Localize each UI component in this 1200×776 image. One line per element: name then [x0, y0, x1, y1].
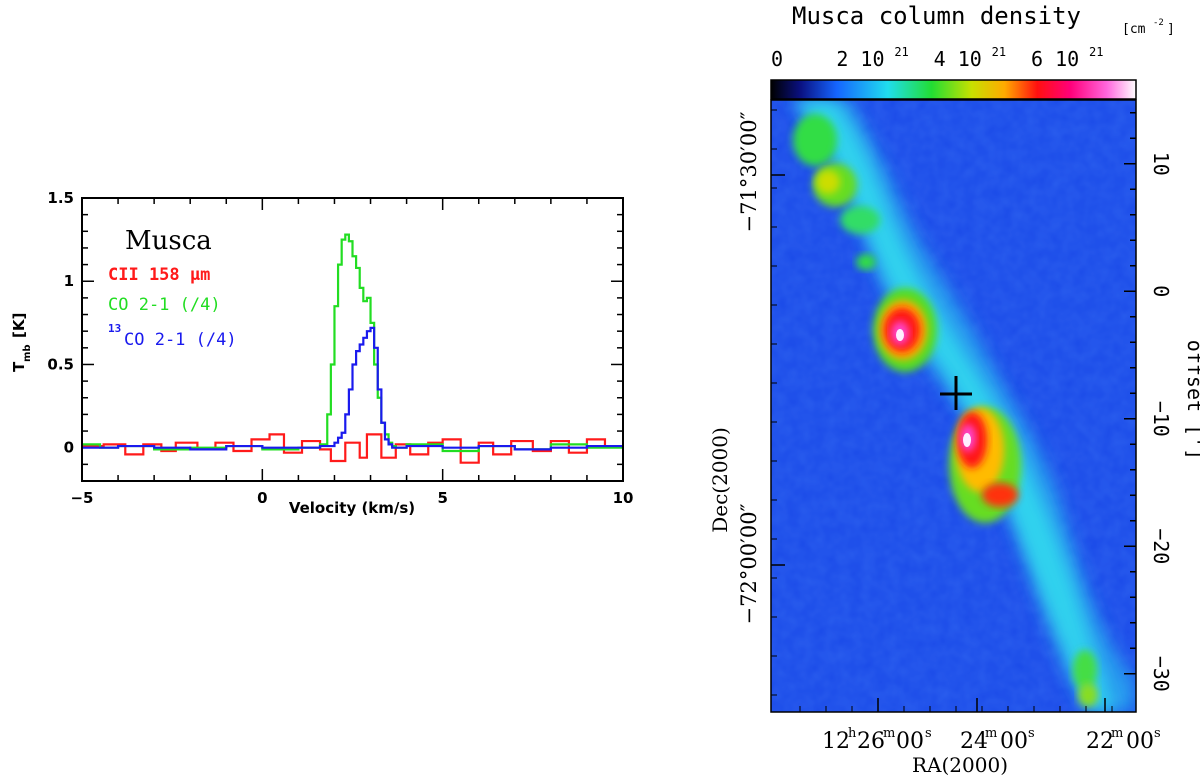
spectrum-ytick-label: 1: [64, 272, 74, 290]
spectrum-series: [83, 233, 622, 464]
series-cii: [83, 433, 622, 464]
ra-label-3-m: 22: [1086, 729, 1114, 754]
spectrum-xlabel: Velocity (km/s): [289, 499, 415, 517]
legend-13co: CO 2-1 (/4): [124, 330, 237, 350]
ra-label-2-m: 24: [960, 729, 988, 754]
colorbar-tick-exp: 21: [1089, 45, 1103, 59]
map-ticks: 10 0 −10 −20 −30: [771, 109, 1173, 712]
colorbar-tick-label: 2 10: [836, 47, 884, 71]
spectrum-xtick-label: 0: [257, 489, 267, 507]
spectrum-title: Musca: [125, 226, 212, 256]
ra-label-2-ms: m: [985, 726, 997, 741]
clump-2-peak: [816, 170, 840, 194]
clump-6: [1078, 683, 1098, 707]
map-image: [771, 100, 1136, 712]
spectrum-chart: −5 0 5 10 0 0.5 1 1.5 Musca CII 158 μm CO 2-1 (…: [10, 189, 633, 517]
colorbar-unit: [cm: [1122, 22, 1146, 37]
ra-tick-labels: 12 h 26 m 00 s 24 m 00 s 22 m 00 s: [822, 726, 1161, 754]
dec-label-1: −71°30′00″: [737, 111, 761, 232]
spectrum-ticks: −5 0 5 10 0 0.5 1 1.5: [47, 189, 633, 507]
cross-marker: [940, 376, 972, 410]
legend-cii: CII 158 μm: [108, 265, 210, 285]
spectrum-ytick-label: 0.5: [47, 355, 74, 373]
offset-tick-label: −10: [1149, 401, 1173, 437]
spectrum-ytick-label: 0: [64, 439, 74, 457]
ra-label-3-s: 00: [1126, 729, 1154, 754]
colorbar-ticks: 0 2 10 21 4 10 21 6 10 21: [771, 45, 1103, 71]
spectrum-xtick-label: 10: [613, 489, 634, 507]
filament-core: [795, 100, 1115, 712]
offset-tick-label: −30: [1149, 656, 1173, 692]
colorbar-tick-exp: 21: [992, 45, 1006, 59]
ra-label-3-ms: m: [1111, 726, 1123, 741]
ra-label-1-ms: m: [883, 726, 895, 741]
clump-4: [856, 254, 876, 270]
clump-3: [840, 206, 880, 234]
core-b-tail: [982, 483, 1018, 507]
offset-tick-label: 0: [1149, 285, 1173, 297]
offset-tick-label: 10: [1149, 152, 1173, 176]
spectrum-xtick-label: −5: [70, 489, 93, 507]
ra-label-1-ss: s: [925, 726, 932, 741]
colorbar-tick-label: 6 10: [1031, 47, 1079, 71]
map-xlabel: RA(2000): [912, 753, 1008, 776]
spectrum-xtick-label: 5: [437, 489, 447, 507]
legend-13co-sup: 13: [108, 322, 121, 335]
column-density-map: Musca column density [cm -2 ] 0 2 10 21 4 1…: [708, 2, 1200, 776]
clump-1: [793, 114, 837, 166]
colorbar-unit-sup: -2: [1153, 18, 1164, 28]
ra-label-1-s: 00: [896, 729, 924, 754]
spectrum-ylabel-unit: [K]: [10, 313, 28, 338]
colorbar: [770, 79, 1137, 100]
colorbar-tick-exp: 21: [894, 45, 908, 59]
spectrum-ylabel: T mb [K]: [10, 313, 33, 372]
ra-label-2-s: 00: [1000, 729, 1028, 754]
core-b-white: [963, 433, 971, 447]
spectrum-ylabel-sub: mb: [22, 344, 33, 362]
series-13co: [83, 326, 622, 451]
colorbar-tick-label: 4 10: [934, 47, 982, 71]
dec-label-2: −72°00′00″: [737, 503, 761, 624]
colorbar-tick-label: 0: [771, 47, 783, 71]
spectrum-ylabel-t: T: [10, 361, 28, 372]
map-y2label: offset [']: [1183, 340, 1200, 460]
ra-label-1-h: 12: [822, 729, 850, 754]
legend-co: CO 2-1 (/4): [108, 295, 221, 315]
ra-label-1-m: 26: [857, 729, 885, 754]
spectrum-frame: [81, 197, 624, 482]
map-frame: [770, 99, 1137, 713]
ra-label-1-hs: h: [848, 726, 857, 741]
core-a-white: [896, 329, 904, 341]
map-title: Musca column density: [792, 2, 1081, 30]
colorbar-unit-close: ]: [1167, 22, 1175, 37]
ra-label-2-ss: s: [1028, 726, 1035, 741]
map-ylabel: Dec(2000): [708, 427, 732, 533]
offset-tick-label: −20: [1149, 528, 1173, 564]
spectrum-ytick-label: 1.5: [47, 189, 74, 207]
ra-label-3-ss: s: [1154, 726, 1161, 741]
clump-5: [1073, 650, 1097, 690]
